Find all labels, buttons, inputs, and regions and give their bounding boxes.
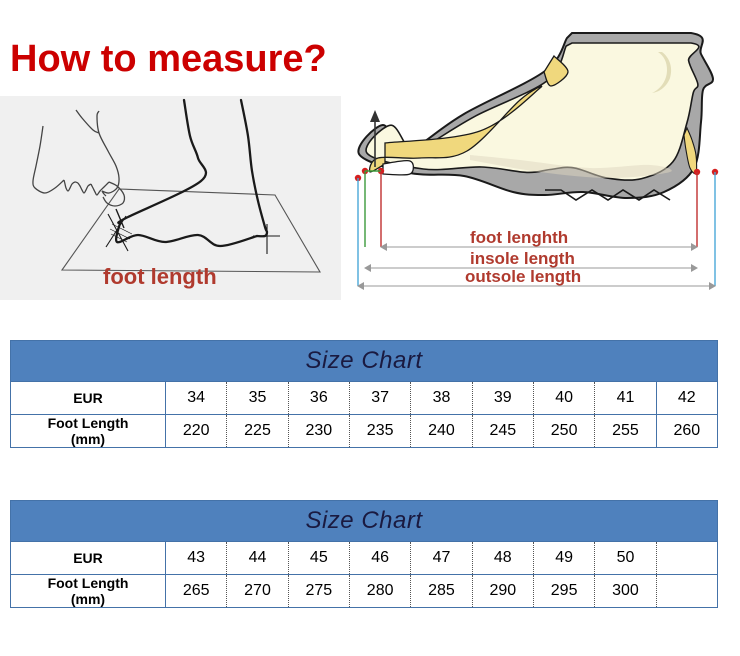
svg-text:insole length: insole length bbox=[470, 249, 575, 268]
svg-text:foot lenghth: foot lenghth bbox=[470, 228, 568, 247]
svg-text:foot length: foot length bbox=[103, 264, 217, 289]
svg-text:outsole length: outsole length bbox=[465, 267, 581, 286]
